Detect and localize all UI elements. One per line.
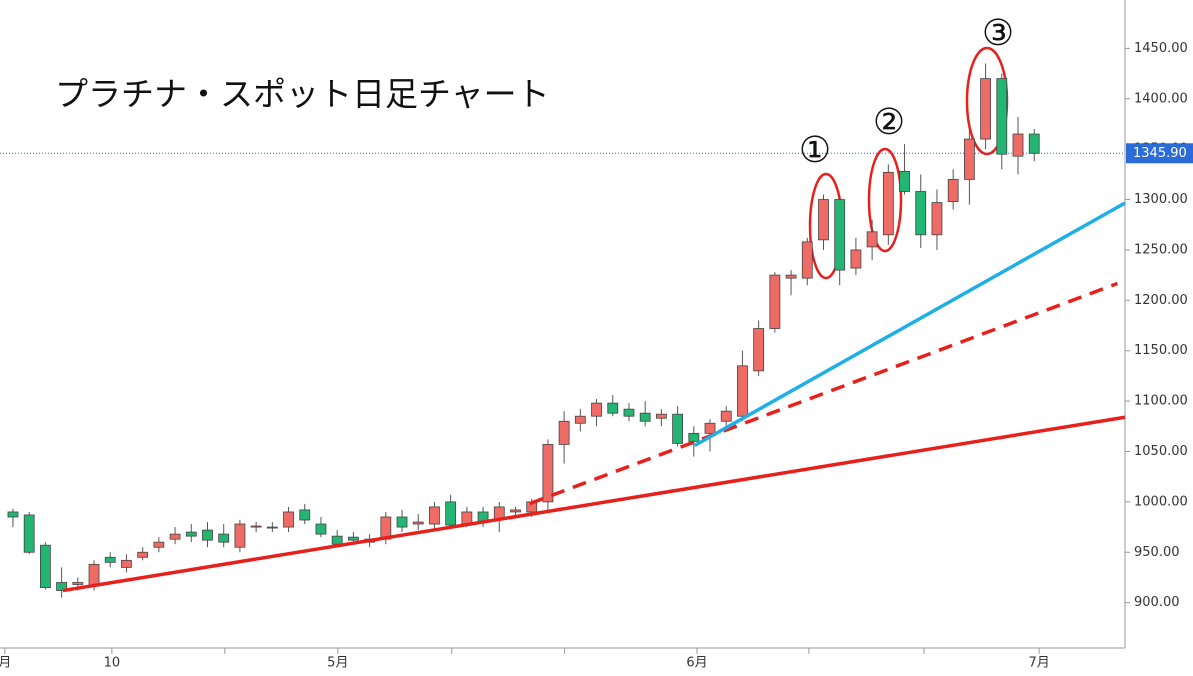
candle-body [153, 541, 165, 548]
candle-body [266, 526, 278, 529]
candle-body [72, 582, 84, 585]
candle-body [169, 533, 181, 540]
candle-body [510, 509, 521, 513]
candle-body [299, 509, 311, 521]
last-price-label: 1345.90 [1133, 146, 1187, 161]
candle-body [591, 402, 602, 417]
candle-body [931, 202, 943, 236]
y-tick-label: 1400.00 [1134, 91, 1188, 106]
candle-body [688, 432, 700, 442]
candle-body [882, 171, 894, 236]
candle-body [850, 249, 862, 269]
candle-body [769, 274, 781, 329]
candle-body [785, 274, 797, 279]
x-tick-label: 7月 [1028, 656, 1049, 671]
candle-body [704, 422, 716, 434]
candle-body [834, 199, 846, 271]
candle-body [947, 178, 959, 202]
y-tick-label: 1300.00 [1134, 192, 1188, 207]
candle-body [121, 559, 132, 568]
y-tick-label: 1100.00 [1134, 394, 1188, 409]
trend-line [529, 281, 1118, 506]
candle-body [623, 408, 635, 417]
candle-body [396, 516, 408, 528]
y-tick-label: 1000.00 [1134, 494, 1188, 509]
y-tick-label: 950.00 [1134, 545, 1180, 560]
y-tick-label: 1200.00 [1134, 293, 1188, 308]
candle-body [39, 544, 51, 588]
trend-line [62, 415, 1126, 593]
candle-body [202, 529, 213, 541]
candle-body [542, 444, 554, 503]
candle-body [104, 556, 116, 563]
candle-body [672, 413, 683, 444]
candle-body [720, 410, 732, 422]
x-tick-label: 5月 [327, 656, 348, 671]
candle-body [23, 514, 35, 553]
candle-body [331, 535, 343, 545]
candle-body [56, 582, 67, 591]
candle-body [218, 533, 230, 543]
candle-body [607, 402, 619, 414]
x-tick-label: 月 [0, 656, 11, 671]
candle-body [250, 525, 262, 528]
candle-body [655, 413, 667, 419]
candle-body [88, 563, 100, 586]
y-tick-label: 1250.00 [1134, 242, 1188, 257]
candle-body [1012, 133, 1024, 157]
chart-title: プラチナ・スポット日足チャート [55, 75, 550, 114]
candle-body [461, 511, 473, 525]
candle-body [737, 365, 748, 417]
candle-body [137, 551, 149, 558]
candle-body [899, 170, 910, 192]
candle-body [915, 191, 927, 236]
candle-body [445, 501, 457, 526]
candle-body [412, 521, 424, 525]
annotation: ① [799, 130, 831, 171]
highlight-ellipse [867, 147, 903, 253]
trend-line [693, 201, 1126, 448]
candle-body [558, 420, 570, 445]
y-tick-label: 1050.00 [1134, 444, 1188, 459]
candle-body [234, 523, 246, 548]
last-price-box [1126, 143, 1193, 164]
candle-body [753, 328, 765, 372]
candle-body [639, 412, 651, 422]
x-tick-label: 10 [104, 656, 121, 671]
candle-body [980, 78, 991, 140]
candle-body [347, 536, 359, 541]
candle-body [1028, 133, 1040, 154]
candle-body [574, 415, 586, 424]
candle-body [818, 199, 829, 241]
annotation: ② [873, 102, 905, 143]
candle-body [963, 138, 975, 180]
candle-body [866, 231, 878, 248]
y-tick-label: 900.00 [1134, 595, 1180, 610]
candle-body [283, 511, 294, 528]
candle-body [801, 241, 813, 279]
y-tick-label: 1150.00 [1134, 343, 1188, 358]
y-tick-label: 1450.00 [1134, 41, 1188, 56]
candle-body [996, 78, 1008, 155]
annotation: ③ [982, 13, 1014, 54]
candle-body [315, 523, 327, 535]
candle-body [7, 511, 19, 518]
candle-body [429, 506, 440, 525]
candle-body [185, 531, 197, 537]
x-tick-label: 6月 [686, 656, 707, 671]
